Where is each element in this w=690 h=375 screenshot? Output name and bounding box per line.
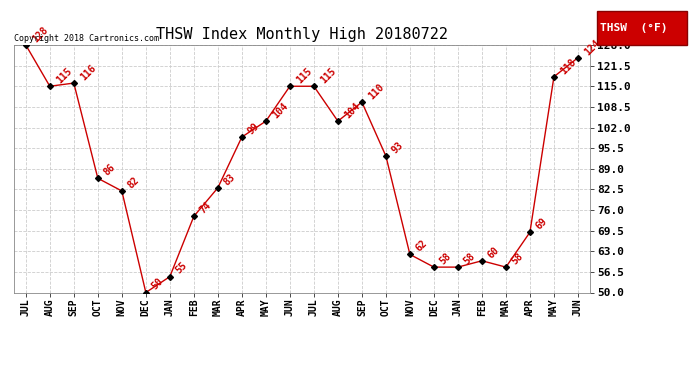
- Text: 82: 82: [126, 175, 141, 190]
- Text: 55: 55: [174, 261, 189, 276]
- Text: 116: 116: [78, 63, 97, 82]
- Text: 74: 74: [198, 200, 213, 216]
- Text: 86: 86: [102, 162, 117, 177]
- Text: 115: 115: [318, 66, 337, 86]
- Text: 58: 58: [438, 251, 453, 266]
- Text: 124: 124: [582, 38, 602, 57]
- Text: 58: 58: [510, 251, 526, 266]
- Text: 115: 115: [54, 66, 74, 86]
- Text: 50: 50: [150, 276, 166, 292]
- Title: THSW Index Monthly High 20180722: THSW Index Monthly High 20180722: [156, 27, 448, 42]
- Text: 110: 110: [366, 82, 386, 101]
- Text: 128: 128: [30, 25, 50, 44]
- Text: Copyright 2018 Cartronics.com: Copyright 2018 Cartronics.com: [14, 33, 159, 42]
- Text: 93: 93: [390, 140, 406, 155]
- Text: 118: 118: [558, 56, 578, 76]
- Text: 58: 58: [462, 251, 477, 266]
- Text: 62: 62: [414, 238, 429, 254]
- Text: 83: 83: [222, 172, 237, 187]
- Text: 99: 99: [246, 121, 262, 136]
- Text: 69: 69: [534, 216, 549, 231]
- Text: THSW  (°F): THSW (°F): [600, 23, 668, 33]
- Text: 104: 104: [270, 101, 290, 120]
- Text: 60: 60: [486, 244, 502, 260]
- Text: 115: 115: [294, 66, 313, 86]
- Text: 104: 104: [342, 101, 362, 120]
